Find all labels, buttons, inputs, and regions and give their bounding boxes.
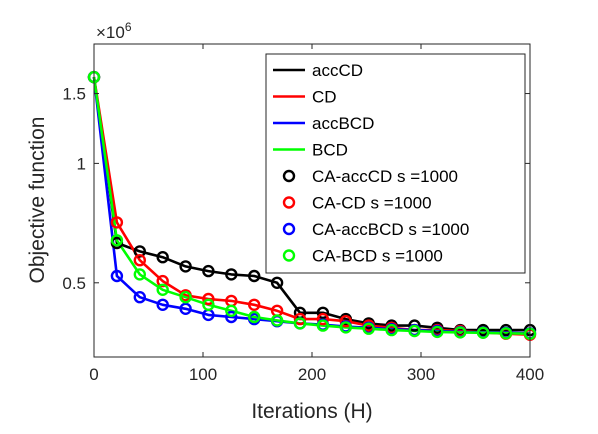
data-point-CA-BCD s =1000 xyxy=(476,326,490,339)
data-point-CA-accCD s =1000 xyxy=(156,251,169,264)
data-point-CA-accCD s =1000 xyxy=(247,269,261,283)
legend: accCD CD accBCD BCD CA-accCD s =1000 CA-CD s … xyxy=(265,53,526,274)
data-point-CA-accCD s =1000 xyxy=(270,276,284,289)
legend-label: accCD xyxy=(312,61,363,80)
legend-box xyxy=(265,53,526,274)
legend-entry: accCD xyxy=(273,61,363,80)
data-point-CA-accBCD s =1000 xyxy=(133,291,147,304)
data-point-CA-accBCD s =1000 xyxy=(110,269,124,283)
legend-marker xyxy=(282,249,296,262)
data-point-CA-accBCD s =1000 xyxy=(225,310,238,324)
y-multiplier: ×106 xyxy=(96,20,132,42)
data-point-CA-CD s =1000 xyxy=(110,216,124,229)
legend-label: accBCD xyxy=(312,114,374,133)
y-multiplier-base: ×10 xyxy=(96,23,125,42)
x-tick-label: 200 xyxy=(298,365,326,384)
legend-label: CA-accBCD s =1000 xyxy=(312,220,469,239)
data-point-CA-BCD s =1000 xyxy=(110,234,124,247)
data-point-CA-CD s =1000 xyxy=(247,298,261,311)
legend-label: CA-accCD s =1000 xyxy=(312,167,458,186)
y-tick-label: 1 xyxy=(77,154,86,173)
data-point-CA-BCD s =1000 xyxy=(247,310,261,324)
data-point-CA-BCD s =1000 xyxy=(225,304,238,317)
ticks-layer: 0 100 200 300 400 0.5 1 1.5 xyxy=(62,44,544,384)
data-point-CA-BCD s =1000 xyxy=(454,326,467,339)
legend-entry: BCD xyxy=(273,141,348,160)
legend-marker xyxy=(282,169,296,183)
legend-entry: CD xyxy=(273,88,337,107)
data-point-CA-CD s =1000 xyxy=(316,312,330,326)
legend-entries: accCD CD accBCD BCD CA-accCD s =1000 CA-CD s … xyxy=(273,61,469,266)
data-point-CA-BCD s =1000 xyxy=(316,319,330,332)
data-point-CA-accCD s =1000 xyxy=(408,319,421,332)
data-point-CA-BCD s =1000 xyxy=(499,327,513,340)
data-point-CA-BCD s =1000 xyxy=(385,323,398,337)
legend-entry: CA-accCD s =1000 xyxy=(282,167,458,186)
data-point-CA-BCD s =1000 xyxy=(362,322,375,335)
data-point-CA-CD s =1000 xyxy=(156,274,169,288)
data-point-CA-BCD s =1000 xyxy=(408,324,421,338)
legend-label: CD xyxy=(312,88,337,107)
legend-entry: accBCD xyxy=(273,114,374,133)
legend-label: BCD xyxy=(312,141,348,160)
y-tick-label: 1.5 xyxy=(62,85,86,104)
legend-marker xyxy=(282,222,296,236)
data-point-CA-BCD s =1000 xyxy=(293,317,307,330)
data-point-CA-BCD s =1000 xyxy=(270,314,284,327)
x-axis-label: Iterations (H) xyxy=(251,400,372,423)
data-point-CA-BCD s =1000 xyxy=(339,321,352,334)
data-point-CA-BCD s =1000 xyxy=(179,291,192,304)
data-point-CA-BCD s =1000 xyxy=(133,268,147,281)
y-tick-label: 0.5 xyxy=(62,274,86,293)
y-multiplier-exponent: 6 xyxy=(125,20,132,34)
data-point-CA-BCD s =1000 xyxy=(156,283,169,296)
y-axis-label: Objective function xyxy=(26,117,49,284)
legend-label: CA-BCD s =1000 xyxy=(312,247,443,266)
legend-entry: CA-CD s =1000 xyxy=(282,194,432,213)
x-tick-label: 400 xyxy=(516,365,544,384)
data-point-CA-accCD s =1000 xyxy=(179,260,192,273)
data-point-CA-accCD s =1000 xyxy=(316,306,330,319)
data-point-CA-BCD s =1000 xyxy=(431,325,444,339)
legend-entry: CA-accBCD s =1000 xyxy=(282,220,469,239)
legend-marker xyxy=(282,196,296,209)
data-point-CA-CD s =1000 xyxy=(293,312,307,326)
series-layer xyxy=(87,70,537,341)
data-point-CA-BCD s =1000 xyxy=(202,298,215,311)
data-point-CA-accBCD s =1000 xyxy=(179,302,192,315)
data-point-CA-accBCD s =1000 xyxy=(156,298,169,311)
data-point-CA-accCD s =1000 xyxy=(225,268,238,281)
x-tick-label: 300 xyxy=(407,365,435,384)
legend-entry: CA-BCD s =1000 xyxy=(282,247,443,266)
legend-label: CA-CD s =1000 xyxy=(312,194,432,213)
data-point-CA-accCD s =1000 xyxy=(202,264,215,278)
data-point-CA-CD s =1000 xyxy=(339,315,352,328)
data-point-CA-CD s =1000 xyxy=(133,254,147,267)
x-tick-label: 100 xyxy=(189,365,217,384)
x-tick-label: 0 xyxy=(89,365,98,384)
data-point-CA-CD s =1000 xyxy=(202,292,215,306)
